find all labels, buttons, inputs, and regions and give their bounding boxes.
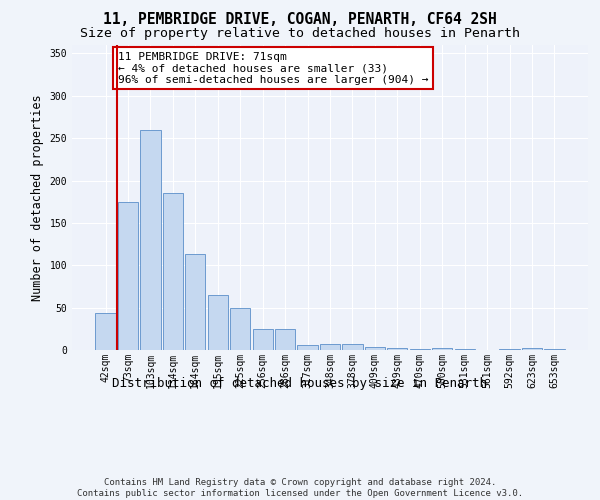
Bar [432,348,452,350]
Bar [140,130,161,350]
Text: 11, PEMBRIDGE DRIVE, COGAN, PENARTH, CF64 2SH: 11, PEMBRIDGE DRIVE, COGAN, PENARTH, CF6… [103,12,497,28]
Text: Distribution of detached houses by size in Penarth: Distribution of detached houses by size … [113,378,487,390]
Bar [118,202,138,350]
Bar [230,308,250,350]
Bar [544,349,565,350]
Bar [95,312,116,350]
Text: Contains HM Land Registry data © Crown copyright and database right 2024.
Contai: Contains HM Land Registry data © Crown c… [77,478,523,498]
Bar [522,348,542,350]
Bar [410,349,430,350]
Bar [275,329,295,350]
Bar [208,295,228,350]
Bar [499,349,520,350]
Bar [343,344,362,350]
Bar [365,346,385,350]
Bar [185,254,205,350]
Bar [163,194,183,350]
Bar [253,329,273,350]
Text: Size of property relative to detached houses in Penarth: Size of property relative to detached ho… [80,28,520,40]
Bar [455,349,475,350]
Bar [320,344,340,350]
Y-axis label: Number of detached properties: Number of detached properties [31,94,44,301]
Bar [298,345,317,350]
Bar [387,348,407,350]
Text: 11 PEMBRIDGE DRIVE: 71sqm
← 4% of detached houses are smaller (33)
96% of semi-d: 11 PEMBRIDGE DRIVE: 71sqm ← 4% of detach… [118,52,428,85]
